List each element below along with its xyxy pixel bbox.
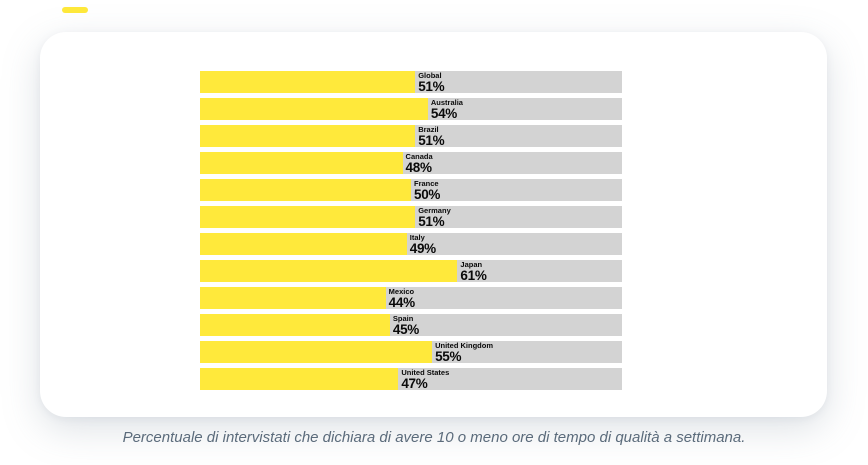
bar-country-label: Japan	[460, 260, 483, 269]
bar-label: Spain 45%	[392, 314, 420, 337]
bar-value-label: 51%	[418, 79, 445, 94]
bar-value-label: 55%	[435, 349, 462, 364]
bar-row: United States 47%	[200, 368, 622, 390]
bar-label: Canada 48%	[405, 152, 433, 175]
bar-track	[200, 314, 622, 336]
bar-fill	[200, 71, 416, 93]
bar-row: Global 51%	[200, 71, 622, 93]
bar-country-label: Italy	[409, 233, 425, 242]
bar-country-label: Brazil	[418, 125, 439, 134]
bar-fill	[200, 368, 399, 390]
bar-fill	[200, 287, 386, 309]
bar-row: Canada 48%	[200, 152, 622, 174]
bar-track	[200, 260, 622, 282]
bar-value-label: 48%	[405, 160, 432, 175]
bar-country-label: Spain	[392, 314, 414, 323]
bar-fill	[200, 125, 416, 147]
bar-label: Germany 51%	[418, 206, 451, 229]
bar-row: United Kingdom 55%	[200, 341, 622, 363]
bar-label: Australia 54%	[430, 98, 463, 121]
bar-label: Italy 49%	[409, 233, 436, 256]
bar-country-label: Mexico	[388, 287, 415, 296]
bar-fill	[200, 233, 407, 255]
bar-value-label: 45%	[392, 322, 420, 337]
bar-chart: Global 51% Australia 54% Brazil 51% Canada 48% F…	[200, 71, 622, 390]
bar-track	[200, 98, 622, 120]
bar-label: Brazil 51%	[418, 125, 445, 148]
accent-dash	[62, 7, 88, 13]
bar-row: Mexico 44%	[200, 287, 622, 309]
bar-value-label: 47%	[401, 376, 428, 391]
bar-country-label: Germany	[418, 206, 451, 215]
bar-track	[200, 368, 622, 390]
bar-row: Germany 51%	[200, 206, 622, 228]
bar-fill	[200, 314, 390, 336]
bar-label: United States 47%	[401, 368, 450, 391]
bar-track	[200, 233, 622, 255]
bar-label: United Kingdom 55%	[435, 341, 494, 364]
bar-row: France 50%	[200, 179, 622, 201]
bar-fill	[200, 206, 416, 228]
bar-row: Brazil 51%	[200, 125, 622, 147]
bar-country-label: United States	[401, 368, 450, 377]
bar-row: Italy 49%	[200, 233, 622, 255]
bar-value-label: 51%	[418, 133, 445, 148]
bar-track	[200, 206, 622, 228]
bar-row: Spain 45%	[200, 314, 622, 336]
bar-country-label: Australia	[430, 98, 463, 107]
bar-country-label: United Kingdom	[435, 341, 494, 350]
bar-track	[200, 179, 622, 201]
bar-track	[200, 152, 622, 174]
bar-track	[200, 125, 622, 147]
bar-fill	[200, 179, 411, 201]
bar-row: Japan 61%	[200, 260, 622, 282]
bar-value-label: 44%	[388, 295, 415, 310]
bar-track	[200, 71, 622, 93]
bar-row: Australia 54%	[200, 98, 622, 120]
bar-track	[200, 287, 622, 309]
bar-country-label: France	[414, 179, 439, 188]
bar-country-label: Canada	[405, 152, 433, 161]
bar-track	[200, 341, 622, 363]
bar-fill	[200, 98, 428, 120]
bar-label: Mexico 44%	[388, 287, 415, 310]
bar-label: Japan 61%	[460, 260, 487, 283]
chart-card: Global 51% Australia 54% Brazil 51% Canada 48% F…	[40, 32, 827, 417]
bar-country-label: Global	[418, 71, 442, 80]
bar-value-label: 54%	[430, 106, 457, 121]
bar-fill	[200, 152, 403, 174]
bar-value-label: 50%	[414, 187, 441, 202]
bar-fill	[200, 341, 433, 363]
bar-fill	[200, 260, 458, 282]
bar-label: France 50%	[414, 179, 441, 202]
bar-label: Global 51%	[418, 71, 445, 94]
bar-value-label: 61%	[460, 268, 487, 283]
chart-caption: Percentuale di intervistati che dichiara…	[122, 429, 746, 446]
bar-value-label: 51%	[418, 214, 445, 229]
bar-value-label: 49%	[409, 241, 436, 256]
